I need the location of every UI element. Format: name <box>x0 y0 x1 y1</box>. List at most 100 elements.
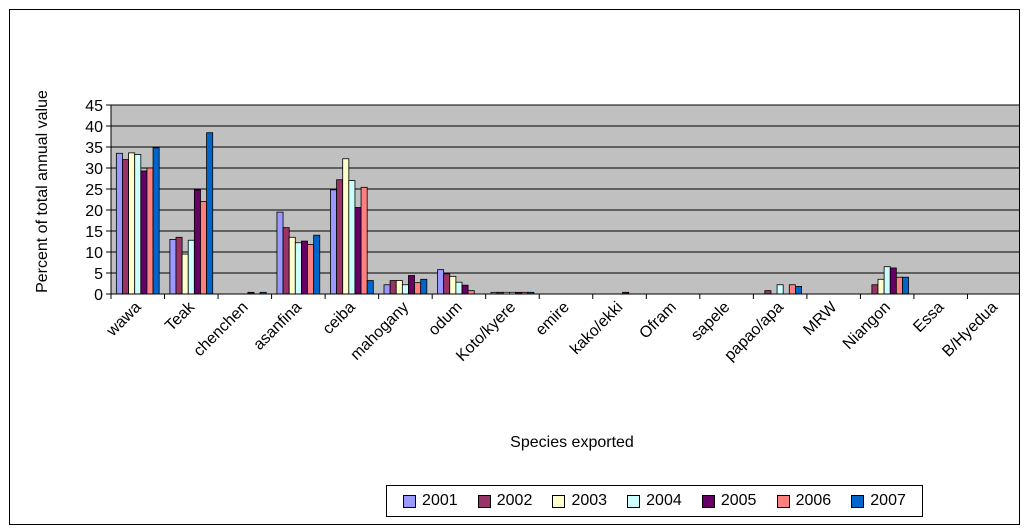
bar-2006-niangon <box>895 276 903 295</box>
y-tick-label: 40 <box>85 119 103 136</box>
legend-entry-2001: 2001 <box>403 492 458 510</box>
legend-entry-2005: 2005 <box>701 492 757 510</box>
bar-2007-teak <box>206 132 214 295</box>
bar-2002-niangon <box>871 284 879 295</box>
bar-2004-asanfina <box>294 242 302 295</box>
chart-frame: 0 5 10 15 20 25 30 35 40 45 wawa Teak chenchen asanf… <box>9 9 1020 525</box>
bar-2002-ceiba <box>336 179 344 295</box>
bar-2001-odum <box>437 269 445 295</box>
x-tick-label: MRW <box>800 298 841 339</box>
legend-swatch <box>701 494 715 508</box>
x-tick-label: sapele <box>688 299 733 344</box>
bar-2002-wawa <box>122 159 129 295</box>
bar-2004-papao-apa <box>776 284 784 295</box>
bar-2006-ceiba <box>360 186 368 295</box>
legend-label: 2006 <box>795 492 832 509</box>
x-tick-label: Niangon <box>840 299 894 353</box>
bar-2007-ceiba <box>366 280 374 295</box>
x-tick-label: asanfina <box>250 299 305 354</box>
bar-2003-mahogany <box>395 280 403 295</box>
legend-label: 2007 <box>870 492 906 509</box>
legend-entry-2004: 2004 <box>627 492 682 510</box>
bar-2006-odum <box>467 290 475 295</box>
x-tick-label: mahogany <box>347 299 412 364</box>
bar-2001-asanfina <box>276 211 284 295</box>
legend-swatch <box>403 494 417 508</box>
x-tick-label: papao/apa <box>721 299 787 365</box>
bar-2005-asanfina <box>301 240 308 295</box>
bars <box>115 132 909 295</box>
bar-2003-ceiba <box>342 158 350 295</box>
axes <box>110 105 1019 299</box>
bar-2001-wawa <box>115 152 123 295</box>
x-tick-label: chenchen <box>191 299 252 360</box>
bar-2005-niangon <box>889 267 897 295</box>
bar-2004-wawa <box>134 154 142 295</box>
bar-2004-mahogany <box>401 284 409 295</box>
y-tick-label: 15 <box>85 224 103 241</box>
x-tick-label: ceiba <box>320 299 359 338</box>
bar-2007-wawa <box>152 147 160 295</box>
bar-2006-papao-apa <box>788 284 796 295</box>
bar-2003-asanfina <box>288 236 296 295</box>
bar-2002-papao-apa <box>764 290 772 295</box>
bar-2003-niangon <box>877 278 885 295</box>
legend-label: 2005 <box>720 492 757 509</box>
y-tick-label: 10 <box>85 245 103 262</box>
y-tick-label: 0 <box>94 287 103 304</box>
bar-2005-ceiba <box>354 207 362 295</box>
y-tick-label: 30 <box>85 161 103 178</box>
x-tick-label: Ofram <box>636 299 679 342</box>
y-tick-label: 20 <box>85 203 103 220</box>
legend-label: 2002 <box>496 492 533 509</box>
bar-2004-teak <box>187 239 195 295</box>
bar-chart: 0 5 10 15 20 25 30 35 40 45 wawa Teakchenchenasanf… <box>34 90 1019 451</box>
bar-2001-mahogany <box>383 284 391 295</box>
bar-2001-ceiba <box>330 189 337 295</box>
legend-swatch <box>627 494 641 508</box>
bar-2005-teak <box>193 189 201 295</box>
bar-2003-odum <box>449 275 457 295</box>
bar-2006-asanfina <box>307 244 315 295</box>
legend-entry-2006: 2006 <box>776 492 832 510</box>
x-axis-label: Species exported <box>510 434 634 451</box>
x-tick-label: Essa <box>910 299 947 336</box>
bar-2003-teak <box>181 253 189 295</box>
bar-2002-odum <box>443 273 451 295</box>
bar-2002-asanfina <box>282 227 290 295</box>
x-tick-label: wawa <box>103 299 145 341</box>
legend-label: 2001 <box>422 492 458 509</box>
bar-2001-teak <box>169 238 177 295</box>
x-tick-label: emire <box>533 299 573 339</box>
bar-2004-odum <box>455 281 463 295</box>
bar-2005-mahogany <box>408 275 415 295</box>
legend-label: 2004 <box>646 492 682 509</box>
bar-2005-wawa <box>140 170 148 295</box>
legend-swatch <box>851 494 865 508</box>
x-tick-label: Teak <box>162 298 199 335</box>
bar-2006-wawa <box>146 167 154 295</box>
legend-swatch <box>477 494 491 508</box>
x-tick-label: B/Hyedua <box>939 299 1001 361</box>
bar-2007-mahogany <box>420 278 428 295</box>
legend-entry-2007: 2007 <box>851 492 906 510</box>
y-axis-label: Percent of total annual value <box>34 90 51 293</box>
bar-2002-mahogany <box>389 280 397 295</box>
bar-2004-ceiba <box>348 180 356 295</box>
legend-swatch <box>776 494 790 508</box>
y-tick-label: 35 <box>85 140 103 157</box>
bar-2004-niangon <box>883 266 891 295</box>
bar-2006-teak <box>200 201 207 295</box>
legend-label: 2003 <box>571 492 608 509</box>
legend-entry-2003: 2003 <box>552 492 607 510</box>
bar-2002-teak <box>175 236 183 295</box>
y-tick-label: 25 <box>85 182 103 199</box>
bar-2007-niangon <box>902 276 909 295</box>
y-tick-label: 45 <box>85 98 103 115</box>
bar-2007-asanfina <box>313 234 321 295</box>
bar-2006-mahogany <box>414 282 422 295</box>
legend-swatch <box>552 494 566 508</box>
legend-entry-2002: 2002 <box>477 492 533 510</box>
x-tick-label: kako/ekki <box>567 299 626 358</box>
